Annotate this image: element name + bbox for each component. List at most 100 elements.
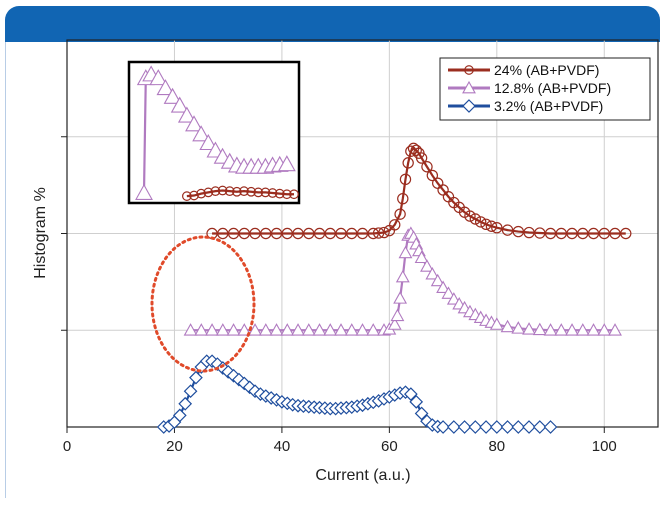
data-point: [489, 317, 504, 330]
data-point: [312, 323, 327, 336]
inset-frame: [127, 60, 301, 205]
data-point: [404, 387, 418, 401]
x-axis-label: Current (a.u.): [315, 467, 410, 484]
data-point: [468, 420, 483, 434]
data-point: [491, 221, 503, 234]
data-point: [420, 259, 434, 272]
data-point: [267, 188, 278, 198]
data-point: [246, 186, 256, 197]
data-point: [522, 322, 536, 335]
data-point: [253, 187, 264, 198]
x-tick-label: 80: [488, 438, 505, 455]
data-point: [414, 250, 429, 264]
series-layer: [156, 142, 632, 434]
data-point: [464, 210, 476, 222]
data-point: [426, 169, 439, 182]
series-group: [206, 142, 632, 240]
data-point: [608, 323, 622, 336]
data-point: [260, 187, 271, 198]
data-point: [215, 323, 230, 336]
data-point: [446, 420, 461, 434]
series-line: [186, 189, 294, 198]
data-point: [367, 227, 379, 240]
data-point: [258, 323, 273, 336]
data-point: [289, 189, 299, 200]
dotted-circle-annotation: [150, 235, 256, 373]
data-point: [189, 370, 203, 385]
data-point: [178, 396, 193, 411]
data-point: [511, 420, 526, 434]
data-point: [469, 213, 482, 225]
data-point: [163, 87, 182, 104]
data-point: [425, 267, 440, 280]
data-point: [512, 225, 525, 238]
x-tick-label: 100: [592, 438, 617, 455]
data-point: [232, 186, 242, 197]
data-point: [203, 187, 214, 198]
data-point: [462, 80, 476, 94]
y-axis-label: Histogram %: [32, 187, 49, 279]
data-point: [395, 269, 410, 283]
data-point: [389, 219, 401, 231]
data-point: [334, 323, 348, 336]
data-point: [196, 188, 206, 199]
legend-label: 3.2% (AB+PVDF): [494, 98, 603, 114]
data-point: [620, 227, 632, 240]
legend-entry: 24% (AB+PVDF): [448, 62, 599, 78]
data-point: [436, 280, 451, 294]
data-point: [189, 190, 199, 201]
data-point: [183, 323, 198, 336]
data-point: [183, 384, 198, 399]
data-point: [421, 161, 433, 173]
x-tick-label: 40: [274, 438, 291, 455]
data-point: [185, 115, 203, 132]
data-point: [489, 420, 504, 434]
legend: 24% (AB+PVDF) 12.8% (AB+PVDF) 3.2% (AB+PVD…: [439, 57, 651, 121]
data-point: [501, 224, 514, 236]
data-point: [291, 323, 305, 336]
data-point: [597, 323, 612, 336]
data-point: [390, 308, 405, 322]
data-point: [415, 152, 428, 164]
data-point: [457, 420, 472, 434]
data-point: [464, 65, 474, 75]
data-point: [399, 173, 412, 186]
data-point: [393, 291, 408, 304]
data-point: [462, 99, 476, 113]
panel-header-bar: [5, 6, 660, 42]
data-point: [500, 420, 515, 434]
data-point: [323, 323, 338, 336]
data-point: [224, 186, 235, 196]
data-point: [402, 157, 414, 169]
inset-plot: [127, 60, 301, 205]
data-point: [248, 323, 262, 336]
data-point: [398, 245, 413, 259]
data-point: [441, 286, 456, 299]
data-point: [543, 323, 558, 336]
series-group: [183, 226, 622, 336]
axes: [61, 39, 659, 433]
data-point: [430, 273, 445, 287]
data-point: [511, 321, 526, 334]
series-group: [156, 354, 558, 434]
data-point: [277, 155, 296, 172]
inset-series-group: [182, 185, 299, 201]
data-point: [280, 323, 295, 336]
data-point: [194, 323, 209, 336]
data-point: [387, 317, 402, 330]
data-point: [192, 125, 211, 142]
data-point: [199, 133, 218, 151]
data-point: [543, 420, 558, 434]
x-tick-labels: 0 20 40 60 80 100: [63, 438, 617, 455]
data-point: [156, 79, 175, 96]
data-point: [500, 319, 515, 333]
data-point: [485, 220, 498, 232]
x-tick-label: 20: [166, 438, 183, 455]
data-point: [239, 186, 249, 196]
data-point: [210, 186, 221, 196]
data-point: [575, 323, 590, 336]
data-point: [282, 189, 292, 200]
data-point: [378, 226, 390, 239]
legend-entry: 3.2% (AB+PVDF): [448, 98, 603, 114]
